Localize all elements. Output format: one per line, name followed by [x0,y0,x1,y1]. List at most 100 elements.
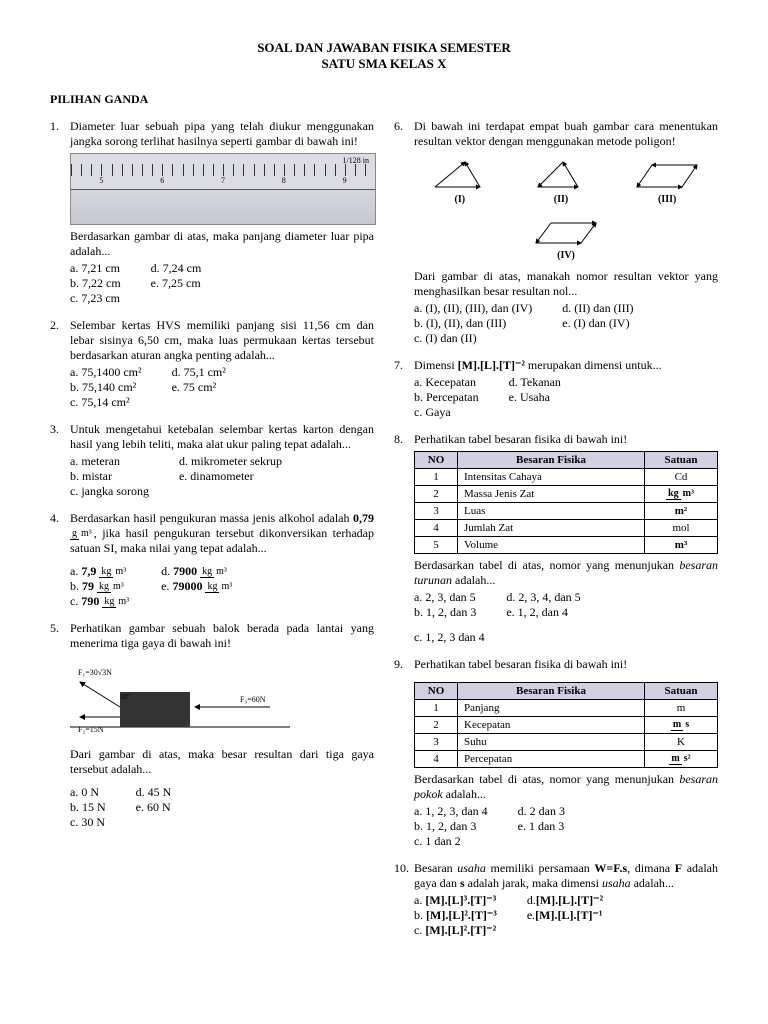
option-b: b. 75,140 cm² [70,380,142,395]
option-a: a. 7,21 cm [70,261,121,276]
option-e: e. (I) dan (IV) [562,316,633,331]
question-6: 6. Di bawah ini terdapat empat buah gamb… [394,119,718,346]
question-number: 5. [50,621,70,830]
options: a. 7,9 kgm³ b. 79 kgm³ c. 790 kgm³ d. 79… [70,564,374,609]
title-line-1: SOAL DAN JAWABAN FISIKA SEMESTER [50,40,718,56]
options: a. 2, 3, dan 5 b. 1, 2, dan 3 d. 2, 3, 4… [414,590,718,620]
option-d: d. 45 N [136,785,172,800]
option-d: d. mikrometer sekrup [179,454,282,469]
question-number: 4. [50,511,70,609]
question-followup: Berdasarkan tabel di atas, nomor yang me… [414,772,718,802]
options: a. (I), (II), (III), dan (IV) b. (I), (I… [414,301,718,346]
question-10: 10. Besaran usaha memiliki persamaan W=F… [394,861,718,938]
question-text: Besaran usaha memiliki persamaan W=F.s, … [414,861,718,891]
option-c: c. jangka sorong [70,484,149,499]
option-c: c. 75,14 cm² [70,395,142,410]
option-a: a. 0 N [70,785,106,800]
option-e: e. 1 dan 3 [518,819,565,834]
option-d: d. Tekanan [509,375,561,390]
question-3: 3. Untuk mengetahui ketebalan selembar k… [50,422,374,499]
option-d: d.[M].[L].[T]⁻² [527,893,603,908]
question-followup: Dari gambar di atas, maka besar resultan… [70,747,374,777]
option-b: b. [M].[L]².[T]⁻³ [414,908,497,923]
content-columns: 1. Diameter luar sebuah pipa yang telah … [50,119,718,950]
question-text: Di bawah ini terdapat empat buah gambar … [414,119,718,149]
option-c: c. Gaya [414,405,479,420]
option-c: c. 1 dan 2 [414,834,488,849]
options: a. 75,1400 cm² b. 75,140 cm² c. 75,14 cm… [70,365,374,410]
question-text: Selembar kertas HVS memiliki panjang sis… [70,318,374,363]
option-e: e. 1, 2, dan 4 [506,605,580,620]
option-a: a. meteran [70,454,149,469]
left-column: 1. Diameter luar sebuah pipa yang telah … [50,119,374,950]
question-text: Berdasarkan hasil pengukuran massa jenis… [70,511,374,556]
options: a. 7,21 cm b. 7,22 cm c. 7,23 cm d. 7,24… [70,261,374,306]
option-d: d. 2 dan 3 [518,804,565,819]
option-a: a. (I), (II), (III), dan (IV) [414,301,532,316]
question-number: 8. [394,432,414,645]
question-text: Untuk mengetahui ketebalan selembar kert… [70,422,374,452]
question-1: 1. Diameter luar sebuah pipa yang telah … [50,119,374,306]
option-a: a. 75,1400 cm² [70,365,142,380]
option-a: a. [M].[L]³.[T]⁻³ [414,893,497,908]
option-a: a. Kecepatan [414,375,479,390]
option-c: c. [M].[L]².[T]⁻² [414,923,497,938]
question-followup: Berdasarkan gambar di atas, maka panjang… [70,229,374,259]
question-text: Perhatikan tabel besaran fisika di bawah… [414,432,718,447]
physics-table-9: NOBesaran FisikaSatuan 1Panjangm 2Kecepa… [414,682,718,768]
question-9: 9. Perhatikan tabel besaran fisika di ba… [394,657,718,849]
option-e: e. 79000 kgm³ [161,579,234,594]
options: a. [M].[L]³.[T]⁻³ b. [M].[L]².[T]⁻³ c. [… [414,893,718,938]
ruler-image: 1/128 in 56789 [70,153,376,225]
question-7: 7. Dimensi [M].[L].[T]⁻² merupakan dimen… [394,358,718,420]
question-text: Diameter luar sebuah pipa yang telah diu… [70,119,374,149]
option-c: c. 1, 2, 3 dan 4 [414,630,718,645]
options: a. meteran b. mistar c. jangka sorong d.… [70,454,374,499]
option-b: b. mistar [70,469,149,484]
option-c: c. (I) dan (II) [414,331,532,346]
option-c: c. 790 kgm³ [70,594,131,609]
option-b: b. 1, 2, dan 3 [414,605,476,620]
option-a: a. 1, 2, 3, dan 4 [414,804,488,819]
option-b: b. 15 N [70,800,106,815]
question-number: 9. [394,657,414,849]
option-d: d. 7900 kgm³ [161,564,234,579]
option-b: b. 79 kgm³ [70,579,131,594]
option-b: b. (I), (II), dan (III) [414,316,532,331]
question-followup: Berdasarkan tabel di atas, nomor yang me… [414,558,718,588]
question-number: 7. [394,358,414,420]
option-a: a. 7,9 kgm³ [70,564,131,579]
block-diagram: F₁=30√3N 30° F₂=15N F₃=60N [70,657,374,741]
physics-table-8: NOBesaran FisikaSatuan 1Intensitas Cahay… [414,451,718,554]
question-number: 3. [50,422,70,499]
options: a. Kecepatan b. Percepatan c. Gaya d. Te… [414,375,718,420]
option-b: b. Percepatan [414,390,479,405]
option-b: b. 1, 2, dan 3 [414,819,488,834]
question-2: 2. Selembar kertas HVS memiliki panjang … [50,318,374,410]
question-number: 10. [394,861,414,938]
title-line-2: SATU SMA KELAS X [50,56,718,72]
option-e: e. 60 N [136,800,172,815]
option-e: e. dinamometer [179,469,282,484]
question-number: 6. [394,119,414,346]
option-e: e. 7,25 cm [151,276,202,291]
option-b: b. 7,22 cm [70,276,121,291]
options: a. 1, 2, 3, dan 4 b. 1, 2, dan 3 c. 1 da… [414,804,718,849]
option-d: d. 2, 3, 4, dan 5 [506,590,580,605]
option-e: e. 75 cm² [172,380,226,395]
option-c: c. 30 N [70,815,106,830]
svg-text:F₂=15N: F₂=15N [78,725,104,734]
option-d: d. 7,24 cm [151,261,202,276]
question-8: 8. Perhatikan tabel besaran fisika di ba… [394,432,718,645]
svg-text:F₃=60N: F₃=60N [240,695,266,704]
question-text: Dimensi [M].[L].[T]⁻² merupakan dimensi … [414,358,718,373]
option-d: d. (II) dan (III) [562,301,633,316]
question-5: 5. Perhatikan gambar sebuah balok berada… [50,621,374,830]
question-text: Perhatikan tabel besaran fisika di bawah… [414,657,718,672]
question-followup: Dari gambar di atas, manakah nomor resul… [414,269,718,299]
question-number: 1. [50,119,70,306]
option-e: e.[M].[L].[T]⁻¹ [527,908,603,923]
question-text: Perhatikan gambar sebuah balok berada pa… [70,621,374,651]
svg-text:30°: 30° [120,693,130,701]
polygon-diagrams: (I) (II) (III) [414,157,718,205]
